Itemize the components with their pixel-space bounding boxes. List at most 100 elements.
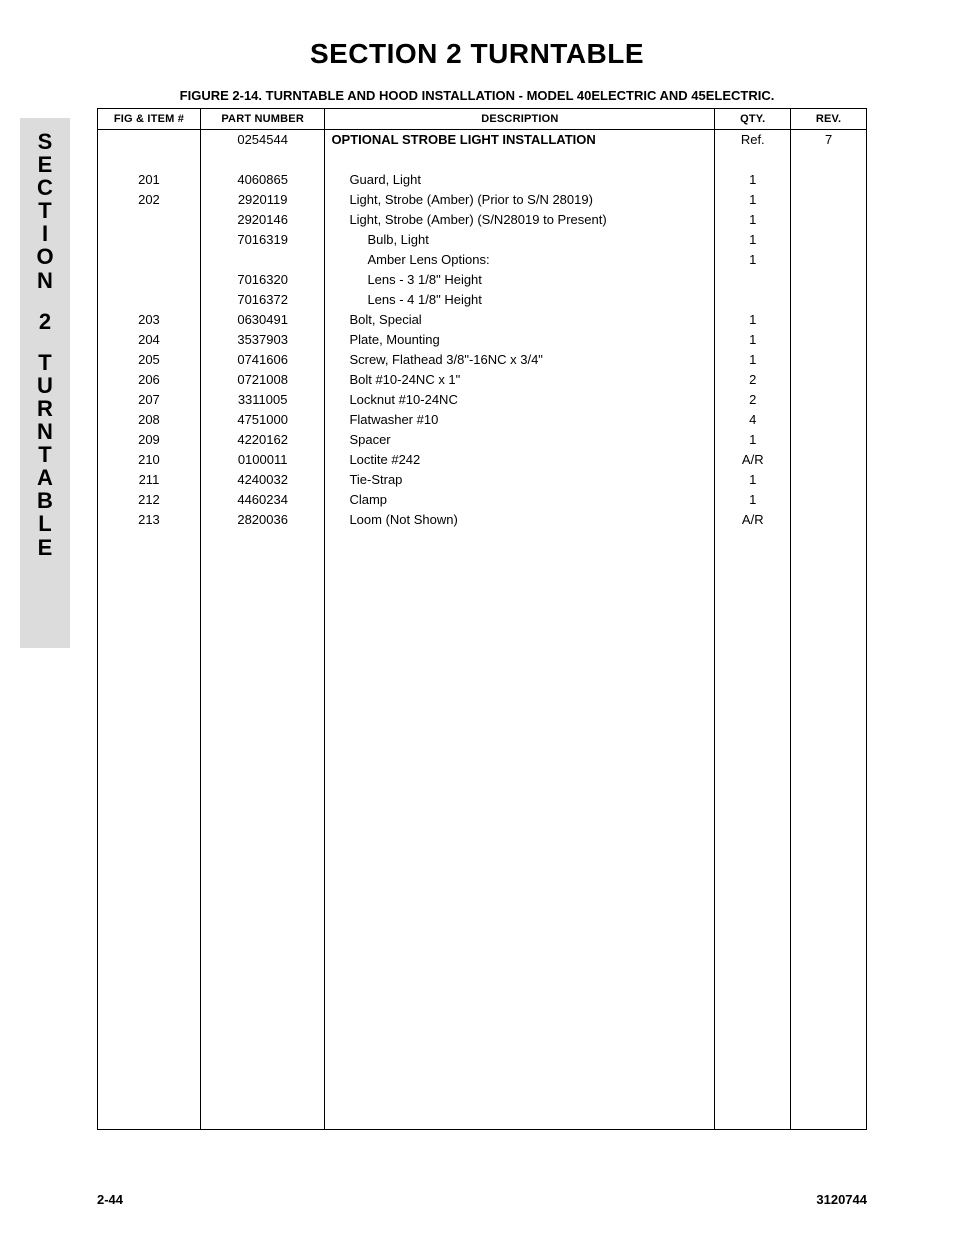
table-row	[98, 930, 867, 950]
table-cell	[791, 370, 867, 390]
table-cell	[325, 790, 715, 810]
table-cell: 0630491	[200, 310, 325, 330]
table-cell	[791, 430, 867, 450]
table-cell	[791, 170, 867, 190]
table-cell	[791, 250, 867, 270]
table-cell	[325, 1070, 715, 1090]
side-tab-letter: B	[37, 489, 53, 512]
table-row	[98, 1070, 867, 1090]
table-cell	[200, 810, 325, 830]
table-cell	[325, 1030, 715, 1050]
table-cell	[791, 1050, 867, 1070]
table-cell	[325, 1110, 715, 1130]
table-cell	[791, 410, 867, 430]
table-cell	[325, 770, 715, 790]
table-cell: Light, Strobe (Amber) (Prior to S/N 2801…	[325, 190, 715, 210]
side-tab-letter: T	[38, 199, 51, 222]
table-cell: Lens - 3 1/8" Height	[325, 270, 715, 290]
table-cell	[200, 870, 325, 890]
table-row: 2114240032Tie-Strap1	[98, 470, 867, 490]
table-cell	[791, 530, 867, 550]
table-cell	[98, 1090, 201, 1110]
table-cell	[715, 1030, 791, 1050]
table-cell	[200, 710, 325, 730]
table-cell	[715, 950, 791, 970]
table-cell: 2920119	[200, 190, 325, 210]
table-row	[98, 890, 867, 910]
table-cell	[791, 210, 867, 230]
table-cell	[715, 610, 791, 630]
table-cell	[791, 490, 867, 510]
table-cell	[715, 1010, 791, 1030]
table-cell	[715, 1090, 791, 1110]
table-row: 2060721008Bolt #10-24NC x 1"2	[98, 370, 867, 390]
table-row: 2124460234Clamp1	[98, 490, 867, 510]
table-cell: 205	[98, 350, 201, 370]
table-cell: 2	[715, 370, 791, 390]
table-row	[98, 1090, 867, 1110]
table-cell	[200, 610, 325, 630]
table-cell	[715, 570, 791, 590]
table-row	[98, 150, 867, 170]
table-cell	[791, 330, 867, 350]
side-tab-letter: I	[42, 222, 48, 245]
table-cell	[325, 1090, 715, 1110]
table-cell	[200, 250, 325, 270]
table-cell	[791, 590, 867, 610]
table-cell	[98, 710, 201, 730]
table-cell	[791, 810, 867, 830]
table-cell	[791, 910, 867, 930]
table-cell	[200, 890, 325, 910]
table-cell: 4751000	[200, 410, 325, 430]
table-row	[98, 750, 867, 770]
table-cell: 212	[98, 490, 201, 510]
table-cell	[325, 750, 715, 770]
table-cell	[791, 290, 867, 310]
table-cell	[791, 710, 867, 730]
table-cell	[98, 1050, 201, 1070]
table-cell	[200, 1050, 325, 1070]
table-cell	[325, 930, 715, 950]
table-cell	[200, 150, 325, 170]
table-cell	[98, 250, 201, 270]
table-cell	[791, 930, 867, 950]
table-cell: 1	[715, 470, 791, 490]
table-cell	[200, 670, 325, 690]
table-row: 2022920119Light, Strobe (Amber) (Prior t…	[98, 190, 867, 210]
table-cell	[715, 790, 791, 810]
side-tab-letter: 2	[39, 310, 51, 333]
table-cell	[98, 870, 201, 890]
table-cell: OPTIONAL STROBE LIGHT INSTALLATION	[325, 130, 715, 150]
table-cell	[325, 990, 715, 1010]
table-cell: 0100011	[200, 450, 325, 470]
table-cell	[791, 1070, 867, 1090]
table-cell	[325, 1010, 715, 1030]
side-tab-letter: U	[37, 374, 53, 397]
table-cell: Spacer	[325, 430, 715, 450]
table-row: 7016320Lens - 3 1/8" Height	[98, 270, 867, 290]
table-cell: 2	[715, 390, 791, 410]
table-cell	[98, 670, 201, 690]
table-cell: 3537903	[200, 330, 325, 350]
table-cell	[791, 570, 867, 590]
table-cell	[200, 690, 325, 710]
side-tab-letter: O	[36, 245, 53, 268]
table-cell	[325, 610, 715, 630]
table-row: 2920146Light, Strobe (Amber) (S/N28019 t…	[98, 210, 867, 230]
table-cell	[791, 690, 867, 710]
table-cell	[98, 1030, 201, 1050]
table-cell	[791, 350, 867, 370]
side-tab-letter: S	[38, 130, 53, 153]
table-cell: A/R	[715, 510, 791, 530]
table-row	[98, 810, 867, 830]
table-cell	[715, 1070, 791, 1090]
table-cell	[98, 850, 201, 870]
table-row: 2073311005Locknut #10-24NC2	[98, 390, 867, 410]
table-cell	[98, 610, 201, 630]
table-cell	[715, 890, 791, 910]
table-cell	[325, 570, 715, 590]
table-row	[98, 970, 867, 990]
table-cell	[715, 750, 791, 770]
table-cell: 207	[98, 390, 201, 410]
table-cell	[791, 230, 867, 250]
